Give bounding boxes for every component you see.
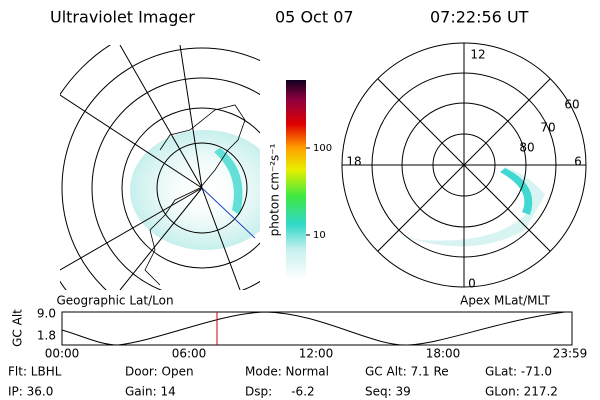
altitude-plot: GC Alt 9.0 1.8 00:00 06:00 12:00 18:00 2… bbox=[11, 307, 588, 361]
polar-plot: 12 18 6 0 60 70 80 bbox=[341, 42, 587, 291]
info-field: GLat: -71.0 bbox=[485, 365, 552, 379]
y-tick-label: 1.8 bbox=[37, 329, 56, 343]
mlt-label: 18 bbox=[346, 155, 361, 169]
colorbar-label: photon cm⁻²s⁻¹ bbox=[268, 143, 282, 236]
info-field: Door: Open bbox=[125, 365, 194, 379]
date: 05 Oct 07 bbox=[275, 8, 354, 27]
info-panel: Flt: LBHL Door: Open Mode: Normal GC Alt: 7… bbox=[8, 365, 558, 399]
x-tick-label: 00:00 bbox=[45, 347, 80, 361]
x-tick-label: 12:00 bbox=[299, 347, 334, 361]
colorbar-tick-label: 10 bbox=[313, 230, 326, 241]
title: Ultraviolet Imager bbox=[50, 8, 195, 27]
x-tick-label: 18:00 bbox=[426, 347, 461, 361]
mlt-label: 0 bbox=[468, 277, 476, 291]
mlt-label: 6 bbox=[574, 155, 582, 169]
info-field: Flt: LBHL bbox=[8, 365, 62, 379]
lat-label: 70 bbox=[540, 121, 555, 135]
map-label: Geographic Lat/Lon bbox=[56, 294, 173, 308]
info-field: Dsp: -6.2 bbox=[245, 385, 315, 399]
info-field: GC Alt: 7.1 Re bbox=[365, 365, 449, 379]
x-tick-label: 06:00 bbox=[172, 347, 207, 361]
polar-label: Apex MLat/MLT bbox=[460, 294, 550, 308]
colorbar-tick-label: 100 bbox=[313, 143, 332, 154]
y-axis-label: GC Alt bbox=[11, 309, 25, 347]
geographic-map bbox=[60, 45, 260, 290]
x-tick-label: 23:59 bbox=[553, 347, 588, 361]
time: 07:22:56 UT bbox=[430, 8, 529, 27]
info-field: Gain: 14 bbox=[125, 385, 176, 399]
lat-label: 60 bbox=[564, 98, 579, 112]
y-tick-label: 9.0 bbox=[37, 307, 56, 321]
lat-label: 80 bbox=[519, 141, 534, 155]
info-field: Mode: Normal bbox=[245, 365, 329, 379]
colorbar bbox=[286, 80, 306, 280]
info-field: GLon: 217.2 bbox=[485, 385, 558, 399]
info-field: Seq: 39 bbox=[365, 385, 411, 399]
info-field: IP: 36.0 bbox=[8, 385, 53, 399]
mlt-label: 12 bbox=[470, 48, 485, 62]
